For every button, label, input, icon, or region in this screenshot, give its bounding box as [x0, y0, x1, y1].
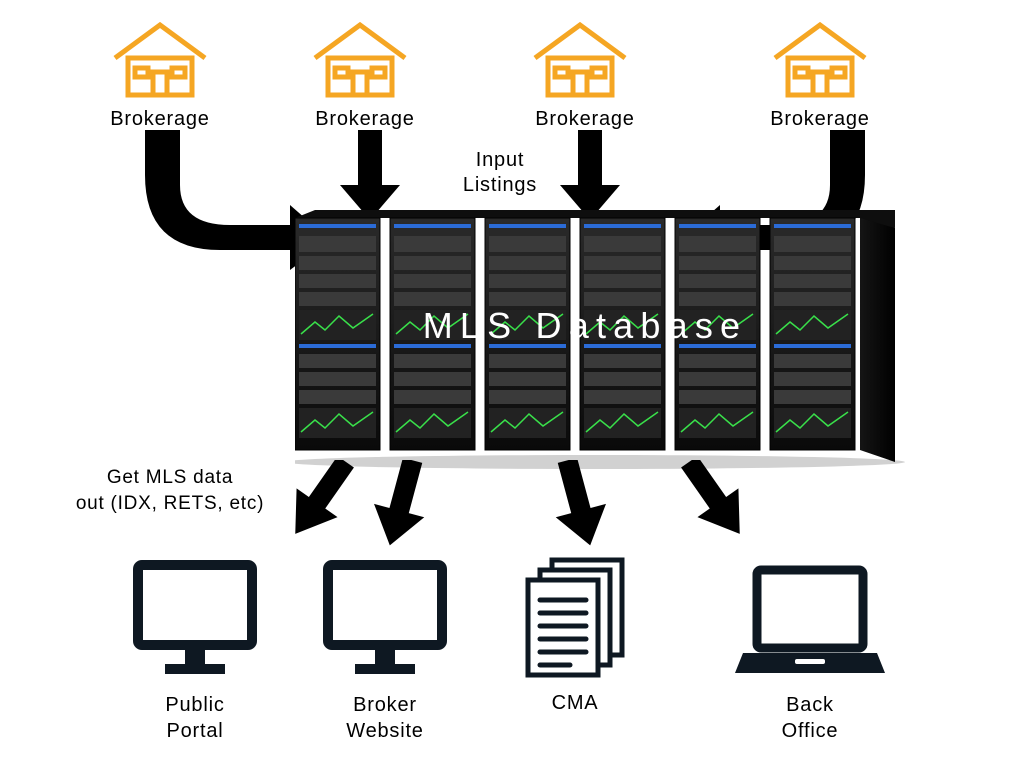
brokerage-label-4: Brokerage — [770, 108, 870, 131]
brokerage-house-1 — [110, 20, 210, 105]
input-arrow-2 — [340, 130, 400, 220]
broker-website-label: Broker Website — [330, 692, 440, 744]
output-arrow-4 — [680, 460, 790, 550]
cma-documents-icon — [520, 555, 630, 685]
diagram-canvas: Brokerage Brokerage Brokerage Brokerage … — [0, 0, 1024, 773]
brokerage-label-3: Brokerage — [535, 108, 635, 131]
brokerage-label-1: Brokerage — [110, 108, 210, 131]
cma-label: CMA — [530, 692, 620, 715]
output-arrow-1 — [245, 460, 355, 550]
output-arrow-3 — [530, 460, 610, 550]
broker-website-icon — [320, 560, 450, 685]
public-portal-icon — [130, 560, 260, 685]
back-office-laptop-icon — [735, 565, 885, 685]
brokerage-house-2 — [310, 20, 410, 105]
public-portal-label: Public Portal — [140, 692, 250, 744]
output-arrow-2 — [370, 460, 450, 550]
input-arrow-3 — [560, 130, 620, 220]
back-office-label: Back Office — [755, 692, 865, 744]
brokerage-label-2: Brokerage — [315, 108, 415, 131]
brokerage-house-4 — [770, 20, 870, 105]
mls-database-title: MLS Database — [300, 305, 870, 347]
input-listings-caption: Input Listings — [450, 148, 550, 198]
brokerage-house-3 — [530, 20, 630, 105]
